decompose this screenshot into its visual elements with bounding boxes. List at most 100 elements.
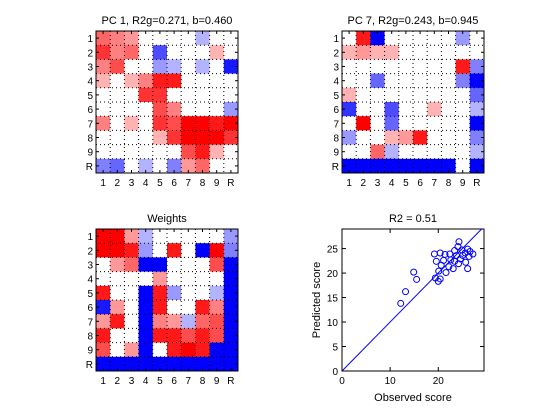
heatmap-cell	[124, 73, 139, 89]
heatmap-cell	[209, 356, 225, 372]
heatmap-cell	[209, 87, 225, 103]
heatmap-cell	[152, 243, 168, 258]
scatter-point	[442, 269, 450, 277]
heatmap-cell	[152, 87, 168, 103]
heatmap-cell	[110, 116, 125, 131]
axes-frame	[95, 228, 239, 372]
heatmap-cell	[110, 271, 125, 287]
heatmap-cell	[181, 328, 196, 343]
heatmap-cell	[124, 102, 139, 117]
heatmap-cell	[209, 158, 225, 174]
heatmap-cell	[167, 229, 182, 244]
heatmap-cell	[96, 271, 111, 287]
y-tick-label: 10	[327, 318, 339, 329]
heatmap-cell	[370, 144, 385, 160]
heatmap-cell	[427, 102, 442, 117]
heatmap-cell	[469, 102, 485, 117]
y-tick-label: 5	[87, 91, 93, 102]
y-tick-label: 6	[87, 105, 93, 116]
y-tick-label: 25	[327, 245, 339, 256]
heatmap-cell	[181, 342, 196, 358]
heatmap-cell	[138, 130, 154, 145]
scatter-point	[462, 258, 470, 266]
heatmap-cell	[469, 130, 485, 145]
heatmap-cell	[124, 130, 139, 145]
heatmap-cell	[152, 285, 168, 301]
heatmap-cell	[96, 285, 111, 301]
x-tick-label: 6	[171, 376, 177, 387]
heatmap-cell	[124, 59, 139, 74]
heatmap-cell	[384, 116, 400, 131]
heatmap-cell	[455, 45, 471, 60]
y-tick-label: 5	[333, 91, 339, 102]
heatmap-cell	[152, 342, 168, 358]
x-tick-label: 0	[339, 376, 345, 387]
heatmap-cell	[441, 31, 456, 46]
x-tick-label: 1	[346, 178, 352, 189]
heatmap-cell	[152, 144, 168, 160]
heatmap-cell	[110, 342, 125, 358]
y-tick-label: 1	[87, 34, 93, 45]
heatmap-cell	[124, 229, 139, 244]
heatmap-cell	[167, 285, 182, 301]
heatmap-cell	[342, 158, 357, 174]
heatmap-cell	[167, 356, 182, 372]
scatter-point	[436, 249, 444, 257]
heatmap-cell	[384, 73, 400, 89]
heatmap-cell	[124, 31, 139, 46]
heatmap-cell	[138, 102, 154, 117]
heatmap-cell	[427, 130, 442, 145]
heatmap-cell	[110, 356, 125, 372]
heatmap-cell	[223, 356, 239, 372]
heatmap-cell	[356, 45, 371, 60]
y-tick-label: 2	[87, 246, 93, 257]
heatmap-cell	[96, 116, 111, 131]
heatmap-cell	[167, 130, 182, 145]
heatmap-cell	[413, 59, 428, 74]
heatmap-cell	[181, 45, 196, 60]
heatmap-cell	[441, 59, 456, 74]
y-tick-label: 3	[333, 63, 339, 74]
heatmap-cell	[469, 59, 485, 74]
heatmap-cell	[342, 59, 357, 74]
scatter-point	[413, 275, 421, 283]
scatter-point	[436, 275, 444, 283]
x-tick-label: 1	[100, 178, 106, 189]
heatmap-cell	[469, 45, 485, 60]
heatmap-cell	[138, 300, 154, 315]
heatmap-cell	[110, 158, 125, 174]
heatmap-cell	[96, 45, 111, 60]
heatmap-cell	[152, 257, 168, 272]
heatmap-cell	[96, 59, 111, 74]
x-tick-label: R	[227, 376, 234, 387]
x-tick-label: 9	[214, 178, 220, 189]
heatmap-cell	[124, 285, 139, 301]
heatmap-cell	[181, 158, 196, 174]
heatmap-cell	[124, 342, 139, 358]
heatmap-cell	[138, 45, 154, 60]
heatmap-cell	[138, 87, 154, 103]
heatmap-cell	[384, 102, 400, 117]
heatmap-cell	[223, 158, 239, 174]
heatmap-cell	[441, 116, 456, 131]
axes-frame	[95, 30, 239, 174]
heatmap-cell	[398, 59, 414, 74]
heatmap-cell	[96, 314, 111, 329]
heatmap-cell	[370, 59, 385, 74]
x-tick-label: 6	[417, 178, 423, 189]
heatmap-cell	[209, 257, 225, 272]
heatmap-cell	[223, 130, 239, 145]
heatmap-cell	[469, 158, 485, 174]
heatmap-cell	[181, 87, 196, 103]
heatmap-cell	[195, 356, 210, 372]
heatmap-cell	[195, 73, 210, 89]
heatmap-cell	[124, 87, 139, 103]
x-tick-label: 4	[143, 376, 149, 387]
scatter-point	[445, 263, 453, 271]
heatmap-cell	[124, 45, 139, 60]
scatter-point	[432, 257, 440, 265]
y-tick-label: 1	[87, 232, 93, 243]
heatmap-cell	[223, 59, 239, 74]
heatmap-cell	[398, 102, 414, 117]
heatmap-cell	[427, 59, 442, 74]
